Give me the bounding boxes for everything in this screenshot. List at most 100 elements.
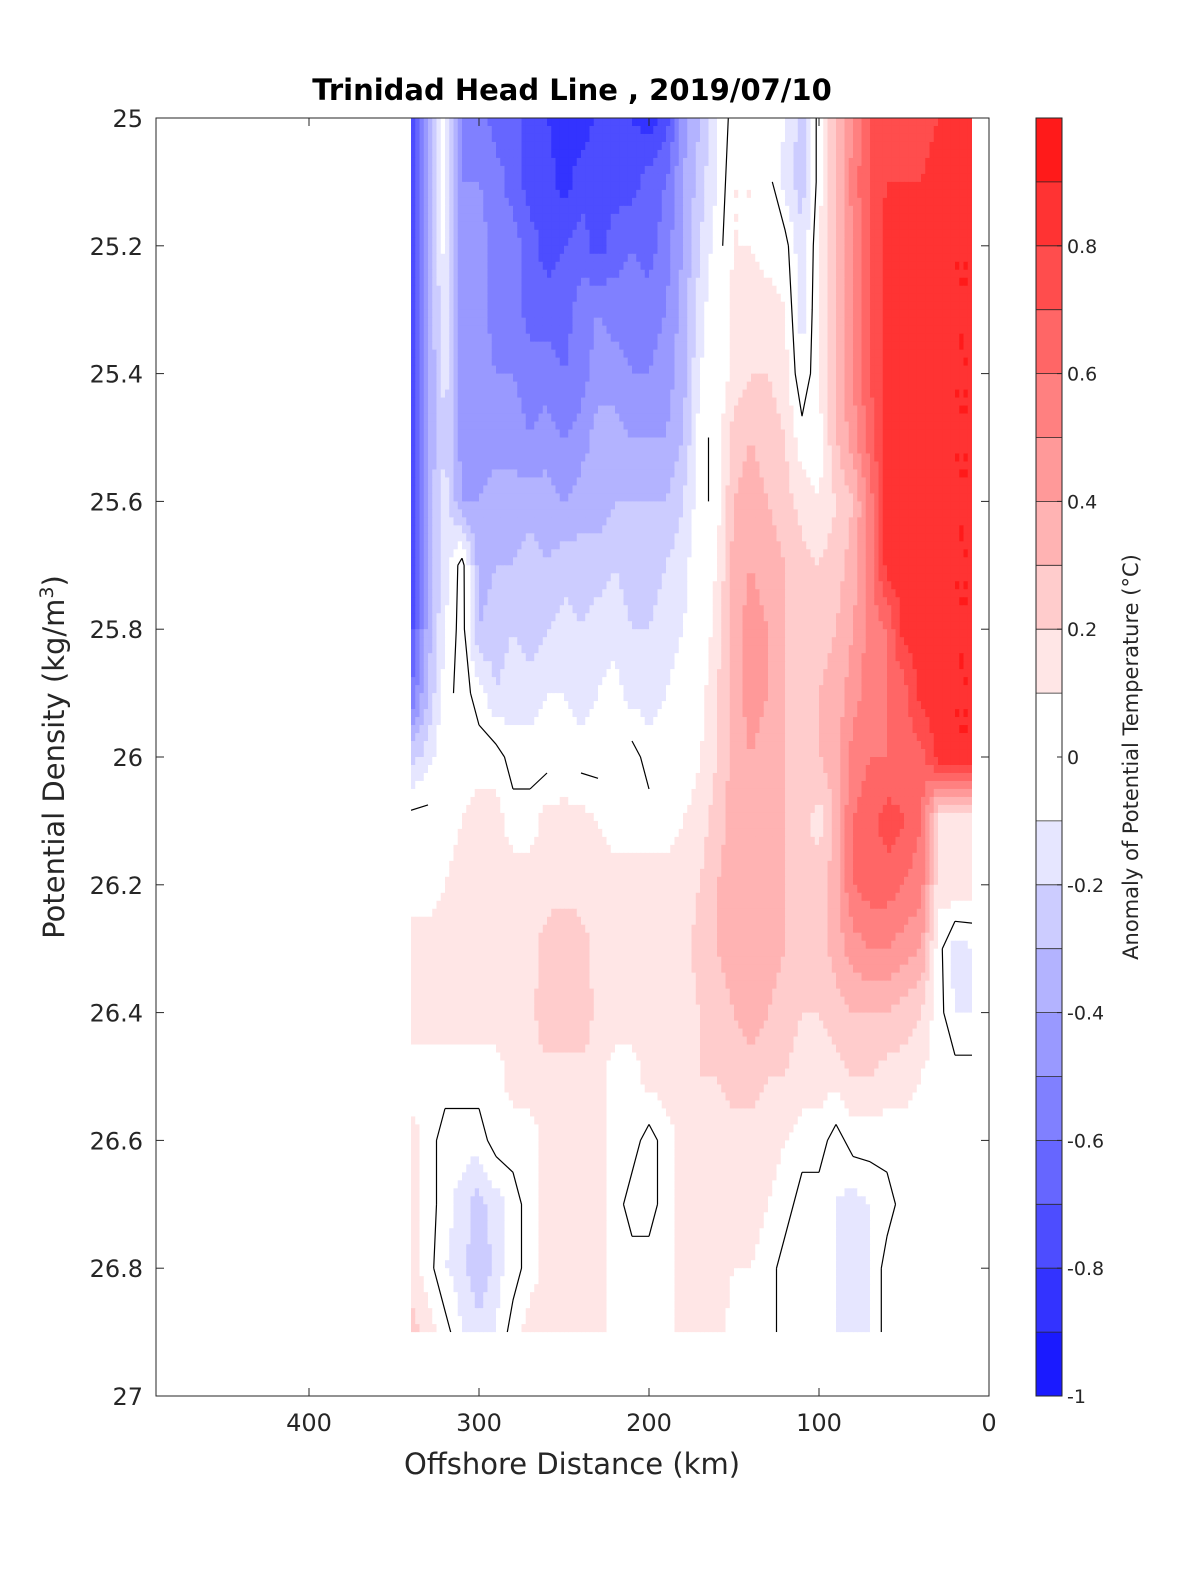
heatmap-cell [683,381,688,391]
heatmap-cell [827,405,833,415]
heatmap-cell [785,357,790,367]
heatmap-cell [564,333,569,343]
heatmap-cell [738,205,744,215]
heatmap-cell [908,325,914,335]
heatmap-cell [789,165,795,175]
heatmap-cell [780,397,786,407]
heatmap-cell [810,349,816,359]
heatmap-cell [683,365,688,375]
heatmap-cell [619,197,625,207]
heatmap-cell [755,413,761,423]
heatmap-cell [912,173,918,183]
heatmap-cell [925,341,931,351]
heatmap-cell [891,118,897,127]
heatmap-cell [878,389,884,399]
heatmap-cell [746,149,752,159]
heatmap-cell [555,285,561,295]
heatmap-cell [933,245,939,255]
heatmap-cell [674,205,680,215]
heatmap-cell [678,285,684,295]
heatmap-cell [419,221,425,231]
heatmap-cell [925,261,931,271]
heatmap-cell [729,205,735,215]
heatmap-cell [419,325,425,335]
heatmap-cell [440,413,446,423]
heatmap-cell [538,349,544,359]
heatmap-cell [436,389,442,399]
heatmap-cell [547,333,552,343]
heatmap-cell [857,221,863,231]
heatmap-cell [738,237,744,247]
heatmap-cell [967,229,972,239]
heatmap-cell [742,285,748,295]
heatmap-cell [751,309,756,319]
heatmap-cell [806,341,812,351]
heatmap-cell [678,365,684,375]
heatmap-cell [542,397,548,407]
heatmap-cell [457,405,463,415]
heatmap-cell [780,373,786,383]
heatmap-cell [882,325,888,335]
heatmap-cell [870,293,875,303]
heatmap-cell [768,309,773,319]
heatmap-cell [610,189,616,199]
heatmap-cell [500,285,506,295]
heatmap-cell [615,389,620,399]
heatmap-cell [904,173,909,183]
heatmap-cell [700,365,705,375]
heatmap-cell [551,349,557,359]
heatmap-cell [547,205,552,215]
heatmap-cell [632,285,637,295]
heatmap-cell [470,365,476,375]
heatmap-cell [657,141,663,151]
heatmap-cell [615,293,620,303]
heatmap-cell [925,197,931,207]
heatmap-cell [814,197,820,207]
heatmap-cell [479,285,484,295]
heatmap-cell [831,365,837,375]
heatmap-cell [810,141,816,151]
heatmap-cell [470,413,476,423]
heatmap-cell [496,277,501,287]
heatmap-cell [508,405,514,415]
heatmap-cell [768,333,773,343]
heatmap-cell [517,141,523,151]
heatmap-cell [428,221,433,231]
heatmap-cell [831,373,837,383]
heatmap-cell [670,181,676,191]
heatmap-cell [780,325,786,335]
heatmap-cell [691,333,697,343]
heatmap-cell [955,381,960,391]
heatmap-cell [802,133,807,143]
heatmap-cell [793,118,799,127]
heatmap-cell [853,285,858,295]
heatmap-cell [474,381,480,391]
heatmap-cell [500,389,506,399]
heatmap-cell [857,125,863,135]
heatmap-cell [491,397,497,407]
heatmap-cell [602,197,608,207]
heatmap-cell [547,253,552,263]
heatmap-cell [865,229,871,239]
heatmap-cell [627,213,633,223]
heatmap-cell [666,213,671,223]
heatmap-cell [487,341,493,351]
heatmap-cell [585,118,591,127]
heatmap-cell [793,213,799,223]
heatmap-cell [411,293,416,303]
heatmap-cell [840,301,846,311]
heatmap-cell [589,357,595,367]
heatmap-cell [925,149,931,159]
heatmap-cell [946,269,952,279]
heatmap-cell [479,349,484,359]
heatmap-cell [661,133,667,143]
heatmap-cell [950,381,956,391]
heatmap-cell [449,373,455,383]
heatmap-cell [636,213,642,223]
heatmap-cell [432,333,438,343]
heatmap-cell [793,197,799,207]
heatmap-cell [708,213,714,223]
heatmap-cell [683,317,688,327]
heatmap-cell [831,293,837,303]
heatmap-cell [887,173,892,183]
